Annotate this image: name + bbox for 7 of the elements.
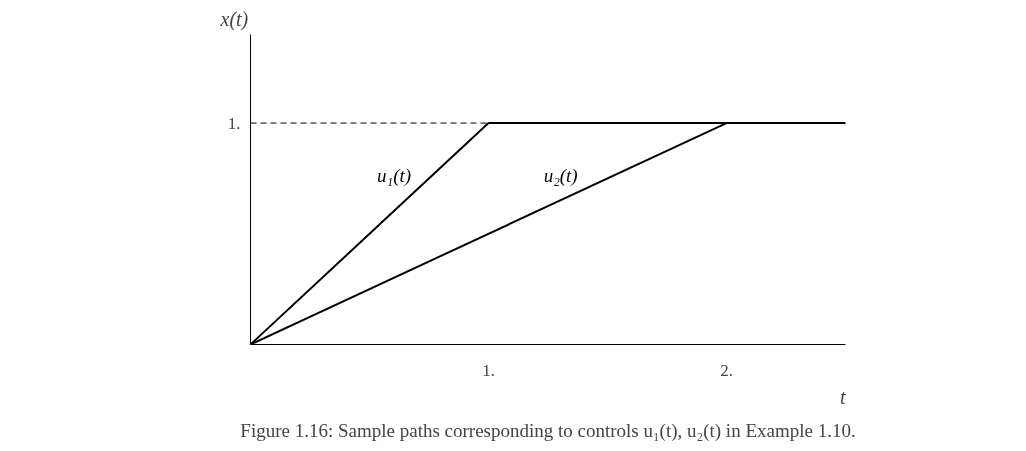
series-label: u₂(t) — [543, 164, 578, 187]
x-tick-label: 2. — [720, 360, 733, 380]
series-label: u₁(t) — [377, 164, 412, 187]
y-axis-title: x(t) — [219, 7, 249, 31]
caption: Figure 1.16: Sample paths corresponding to controls u₁(t), u₂(t) in Example 1.10. — [240, 419, 856, 442]
ref-line-label: 1. — [227, 113, 241, 133]
x-axis-title: t — [839, 385, 846, 408]
